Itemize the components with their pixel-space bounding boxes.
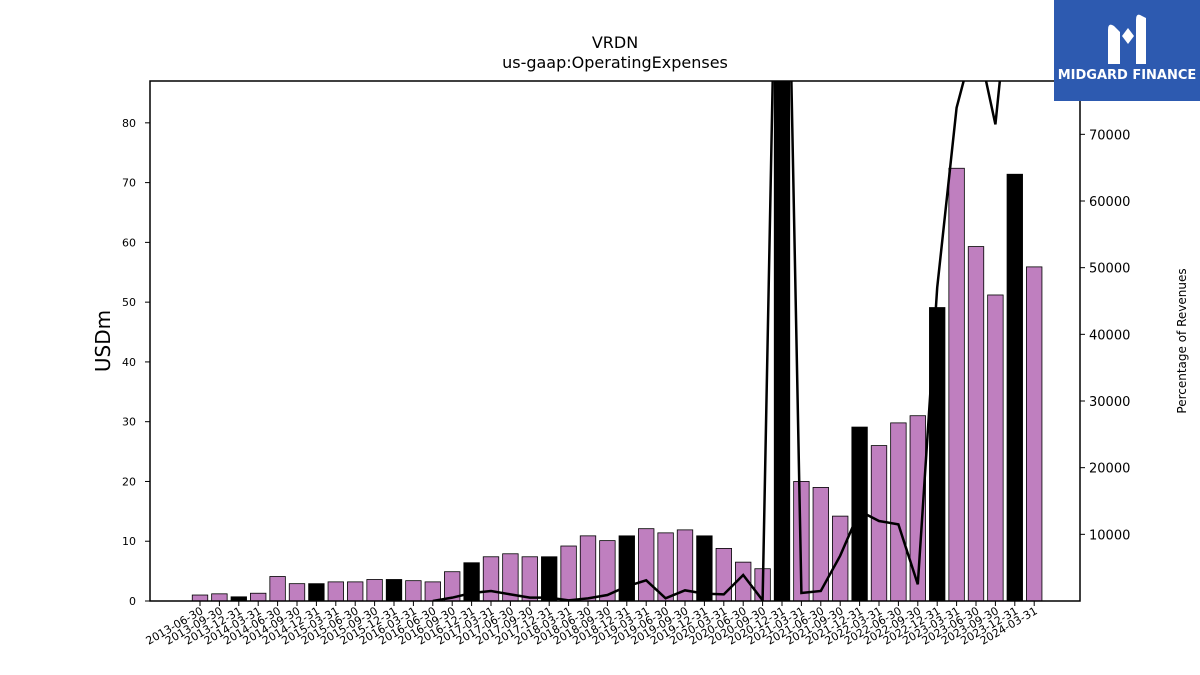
bar-2015-06-30 [347, 581, 364, 601]
bar-2022-09-30 [909, 415, 926, 601]
bar-2019-12-31 [696, 535, 713, 601]
bar-2018-03-31 [560, 545, 577, 601]
bar-2023-12-31 [1006, 173, 1023, 601]
chart-subtitle: us-gaap:OperatingExpenses [502, 53, 728, 72]
bar-2016-09-30 [444, 571, 461, 601]
bar-2014-12-31 [308, 583, 325, 601]
bar-2014-03-31 [250, 592, 267, 601]
revenue-percentage-line [432, 81, 1002, 601]
y-axis-right: 10000 20000 30000 40000 50000 60000 70000 [1080, 128, 1130, 543]
bar-2018-06-30 [579, 535, 597, 601]
bar-2017-12-31 [541, 556, 558, 601]
bar-2023-09-30 [987, 294, 1004, 601]
bar-2017-09-30 [521, 556, 538, 601]
y-right-tick-label: 50000 [1089, 262, 1130, 277]
bar-2018-09-30 [599, 540, 616, 601]
y-tick-label: 30 [122, 416, 136, 429]
y-axis-label: USDm [91, 310, 115, 372]
y-right-tick-label: 10000 [1089, 528, 1130, 543]
bar-2022-03-31 [870, 445, 888, 601]
bar-2017-06-30 [502, 553, 519, 601]
line-layer [432, 81, 1002, 601]
x-axis: 2013-06-302013-09-302013-12-312014-03-31… [144, 601, 1040, 648]
y-tick-label: 80 [122, 117, 136, 130]
y-tick-label: 60 [122, 236, 136, 249]
y-tick-label: 20 [122, 475, 136, 488]
bar-2016-06-30 [424, 581, 441, 601]
plot-frame [149, 80, 1081, 602]
bar-2019-06-30 [657, 532, 674, 601]
brand-logo: MIDGARD FINANCE [1054, 0, 1200, 101]
bar-2021-06-30 [812, 487, 829, 601]
y-axis-label-right: Percentage of Revenues [1175, 268, 1189, 413]
midgard-m-logo-icon [1108, 14, 1146, 65]
bar-2018-12-31 [618, 535, 635, 601]
y-tick-label: 70 [122, 177, 136, 190]
y-right-tick-label: 30000 [1089, 395, 1130, 410]
y-right-tick-label: 70000 [1089, 128, 1130, 143]
bar-2016-03-31 [405, 580, 422, 601]
bar-2014-06-30 [269, 576, 286, 601]
bar-2013-06-30 [191, 594, 209, 601]
bar-2020-12-31 [773, 81, 791, 601]
bar-2021-09-30 [832, 515, 849, 601]
y-right-tick-label: 20000 [1089, 462, 1130, 477]
bar-2023-03-31 [948, 167, 965, 601]
bar-2024-03-31 [1026, 266, 1043, 601]
bar-2013-09-30 [211, 593, 228, 601]
bar-2023-06-30 [967, 246, 985, 601]
y-tick-label: 10 [122, 535, 136, 548]
chart-title: VRDN [592, 33, 638, 52]
bar-2019-03-31 [638, 528, 655, 601]
bar-2015-12-31 [385, 579, 403, 601]
bar-2017-03-31 [482, 556, 500, 601]
y-tick-label: 40 [122, 356, 136, 369]
bar-2013-12-31 [230, 596, 247, 601]
bar-2015-09-30 [366, 579, 383, 601]
bar-2022-12-31 [929, 307, 946, 601]
y-right-tick-label: 60000 [1089, 195, 1130, 210]
y-right-tick-label: 40000 [1089, 328, 1130, 343]
bar-2022-06-30 [890, 422, 907, 601]
y-axis-left: 0 10 20 30 40 50 60 70 80 [122, 117, 150, 608]
bars [191, 81, 1043, 601]
y-tick-label: 50 [122, 296, 136, 309]
bar-2015-03-31 [327, 581, 344, 601]
brand-name: MIDGARD FINANCE [1057, 68, 1197, 83]
y-tick-label: 0 [129, 595, 136, 608]
bar-2014-09-30 [288, 583, 306, 601]
